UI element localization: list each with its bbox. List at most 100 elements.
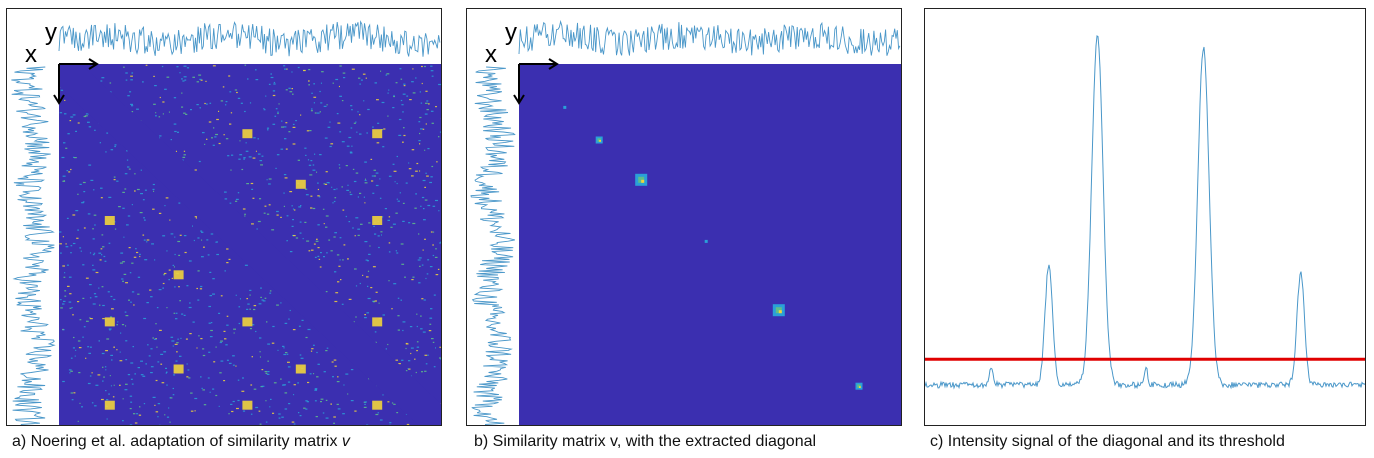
- matrix-speckle: [127, 166, 130, 168]
- matrix-speckle: [268, 204, 271, 206]
- matrix-speckle: [372, 126, 374, 128]
- matrix-speckle: [336, 254, 340, 256]
- matrix-speckle: [276, 210, 279, 213]
- matrix-speckle: [144, 219, 146, 221]
- matrix-speckle: [68, 171, 71, 173]
- matrix-speckle: [372, 192, 375, 194]
- matrix-speckle: [218, 312, 221, 314]
- matrix-speckle: [309, 130, 312, 132]
- matrix-speckle: [83, 191, 86, 193]
- matrix-speckle: [175, 312, 178, 314]
- matrix-speckle: [269, 290, 272, 292]
- matrix-speckle: [280, 302, 282, 304]
- matrix-speckle: [127, 374, 131, 376]
- matrix-speckle: [87, 346, 90, 348]
- matrix-speckle: [133, 256, 137, 258]
- matrix-background: [519, 64, 901, 425]
- matrix-speckle: [210, 233, 214, 235]
- matrix-speckle: [382, 216, 384, 218]
- matrix-speckle: [412, 276, 415, 278]
- matrix-speckle: [414, 207, 417, 209]
- matrix-speckle: [318, 258, 321, 260]
- matrix-speckle: [85, 277, 89, 279]
- matrix-speckle: [230, 112, 233, 114]
- matrix-speckle: [164, 205, 166, 207]
- matrix-speckle: [108, 328, 112, 330]
- matrix-speckle: [313, 83, 315, 85]
- matrix-speckle: [95, 384, 99, 386]
- matrix-speckle: [382, 394, 384, 396]
- matrix-speckle: [130, 362, 134, 364]
- matrix-speckle: [406, 423, 410, 425]
- matrix-speckle: [354, 235, 356, 237]
- matrix-speckle: [264, 371, 267, 373]
- matrix-speckle: [223, 330, 226, 332]
- matrix-speckle: [260, 287, 262, 289]
- matrix-speckle: [211, 137, 213, 139]
- diagonal-block: [563, 105, 567, 109]
- matrix-speckle: [220, 340, 223, 342]
- matrix-speckle: [143, 217, 145, 219]
- matrix-speckle: [264, 205, 267, 207]
- matrix-speckle: [280, 148, 284, 150]
- matrix-speckle: [140, 360, 143, 362]
- matrix-speckle: [300, 114, 302, 116]
- matrix-speckle: [266, 179, 268, 181]
- matrix-speckle: [237, 399, 240, 402]
- matrix-speckle: [189, 333, 192, 335]
- matrix-speckle: [136, 108, 139, 110]
- matrix-speckle: [388, 280, 390, 282]
- matrix-speckle: [229, 202, 232, 204]
- matrix-speckle: [341, 186, 343, 188]
- matrix-speckle: [210, 329, 213, 332]
- matrix-speckle: [337, 122, 341, 124]
- matrix-speckle: [323, 371, 326, 373]
- matrix-speckle: [196, 81, 199, 83]
- panel-b-diagonal-matrix: x y: [466, 8, 902, 426]
- matrix-speckle: [82, 297, 85, 299]
- matrix-speckle: [402, 202, 405, 204]
- matrix-speckle: [203, 404, 207, 406]
- matrix-speckle: [323, 223, 325, 225]
- matrix-speckle: [247, 303, 250, 305]
- matrix-hot-block: [372, 216, 383, 225]
- matrix-speckle: [402, 220, 405, 222]
- matrix-speckle: [419, 91, 421, 93]
- matrix-speckle: [233, 328, 236, 330]
- matrix-speckle: [155, 323, 157, 325]
- matrix-speckle: [274, 115, 277, 117]
- matrix-speckle: [166, 250, 168, 252]
- matrix-speckle: [386, 73, 390, 75]
- matrix-speckle: [79, 402, 81, 404]
- matrix-speckle: [265, 372, 268, 374]
- matrix-speckle: [233, 332, 235, 334]
- matrix-speckle: [425, 123, 427, 125]
- matrix-speckle: [388, 251, 391, 253]
- matrix-speckle: [432, 244, 434, 246]
- matrix-speckle: [159, 424, 161, 425]
- matrix-speckle: [100, 197, 103, 199]
- matrix-speckle: [205, 80, 207, 82]
- matrix-speckle: [303, 407, 306, 409]
- matrix-speckle: [168, 407, 170, 409]
- matrix-speckle: [359, 133, 362, 135]
- matrix-speckle: [162, 235, 166, 237]
- matrix-speckle: [430, 70, 434, 72]
- matrix-speckle: [194, 397, 198, 400]
- matrix-speckle: [105, 369, 107, 371]
- matrix-speckle: [425, 363, 428, 365]
- matrix-speckle: [218, 110, 220, 112]
- matrix-speckle: [66, 217, 69, 219]
- matrix-speckle: [105, 151, 107, 153]
- matrix-speckle: [263, 212, 266, 214]
- matrix-speckle: [255, 406, 259, 409]
- matrix-speckle: [325, 171, 328, 173]
- matrix-speckle: [398, 118, 402, 121]
- matrix-speckle: [287, 361, 290, 363]
- matrix-speckle: [65, 246, 69, 248]
- matrix-speckle: [184, 79, 187, 81]
- matrix-speckle: [255, 69, 257, 71]
- matrix-speckle: [419, 170, 421, 172]
- matrix-speckle: [433, 366, 436, 368]
- matrix-speckle: [368, 378, 370, 380]
